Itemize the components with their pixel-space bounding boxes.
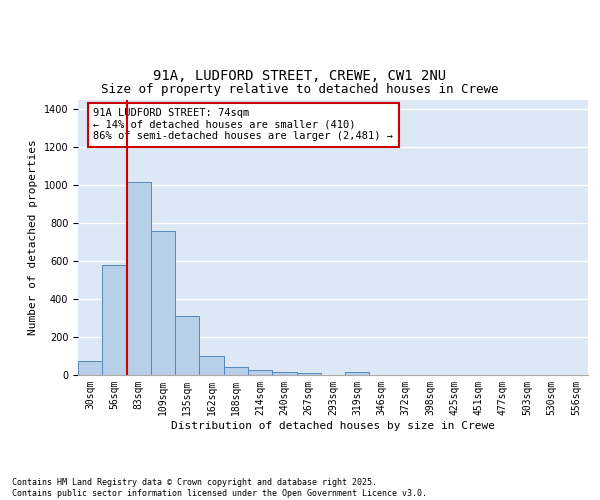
- Bar: [127, 182, 151, 375]
- Bar: [345, 372, 370, 375]
- Bar: [102, 265, 127, 375]
- Bar: [175, 316, 199, 375]
- Text: 91A, LUDFORD STREET, CREWE, CW1 2NU: 91A, LUDFORD STREET, CREWE, CW1 2NU: [154, 68, 446, 82]
- Bar: [272, 372, 296, 375]
- Text: 91A LUDFORD STREET: 74sqm
← 14% of detached houses are smaller (410)
86% of semi: 91A LUDFORD STREET: 74sqm ← 14% of detac…: [94, 108, 394, 142]
- Bar: [199, 356, 224, 375]
- Bar: [296, 373, 321, 375]
- Bar: [248, 370, 272, 375]
- Y-axis label: Number of detached properties: Number of detached properties: [28, 140, 38, 336]
- Bar: [224, 368, 248, 375]
- Bar: [151, 231, 175, 375]
- X-axis label: Distribution of detached houses by size in Crewe: Distribution of detached houses by size …: [171, 420, 495, 430]
- Text: Size of property relative to detached houses in Crewe: Size of property relative to detached ho…: [101, 83, 499, 96]
- Bar: [78, 361, 102, 375]
- Text: Contains HM Land Registry data © Crown copyright and database right 2025.
Contai: Contains HM Land Registry data © Crown c…: [12, 478, 427, 498]
